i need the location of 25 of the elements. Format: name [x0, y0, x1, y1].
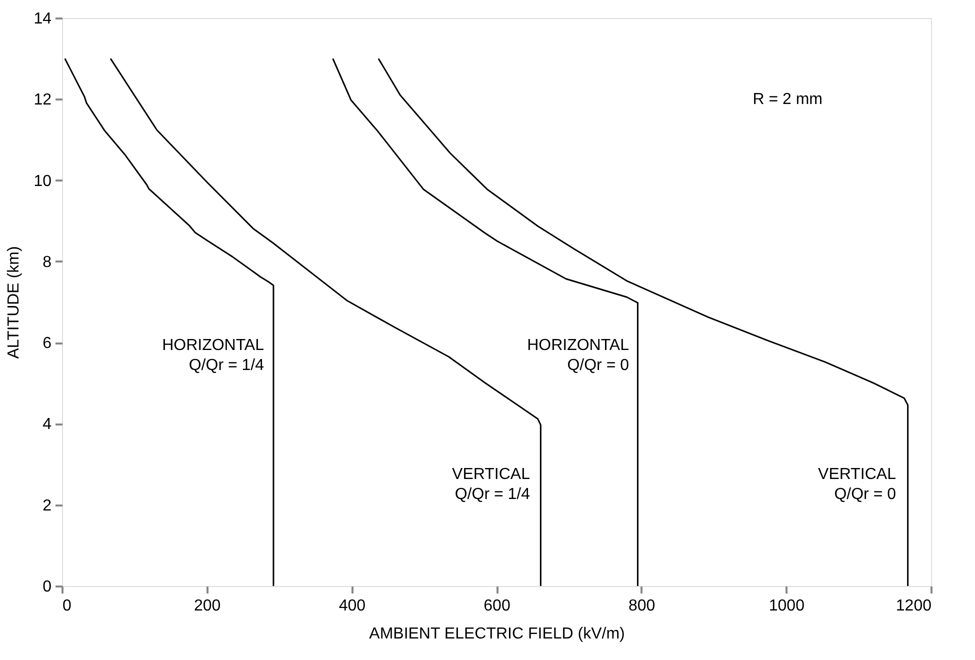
line-series [64, 58, 274, 587]
x-tick-label: 1000 [768, 598, 805, 614]
y-tick-label: 12 [34, 92, 52, 109]
x-tick-label: 800 [628, 598, 656, 614]
line-series [332, 58, 638, 587]
x-tick-label: 200 [194, 598, 221, 614]
annotation: VERTICAL Q/Qr = 1/4 [452, 466, 530, 503]
y-tick-label: 4 [42, 416, 52, 434]
annotation: HORIZONTAL Q/Qr = 1/4 [162, 337, 264, 374]
y-tick-label: 8 [42, 254, 52, 271]
x-tick-label: 1200 [896, 598, 932, 614]
x-tick-label: 0 [62, 598, 72, 614]
annotation: VERTICAL Q/Qr = 0 [818, 466, 896, 503]
y-tick-label: 2 [42, 497, 52, 514]
y-axis-title: ALTITUDE (km) [6, 246, 23, 359]
y-tick-label: 14 [34, 10, 52, 28]
line-series [378, 58, 909, 587]
y-tick-label: 0 [42, 578, 52, 596]
annotation: HORIZONTAL Q/Qr = 0 [527, 337, 630, 374]
x-tick-label: 400 [338, 598, 366, 614]
annotation: R = 2 mm [752, 91, 823, 108]
y-tick-label: 6 [42, 335, 52, 352]
x-axis-title: AMBIENT ELECTRIC FIELD (kV/m) [369, 626, 625, 642]
x-tick-label: 600 [484, 598, 510, 614]
y-tick-label: 10 [34, 172, 52, 190]
